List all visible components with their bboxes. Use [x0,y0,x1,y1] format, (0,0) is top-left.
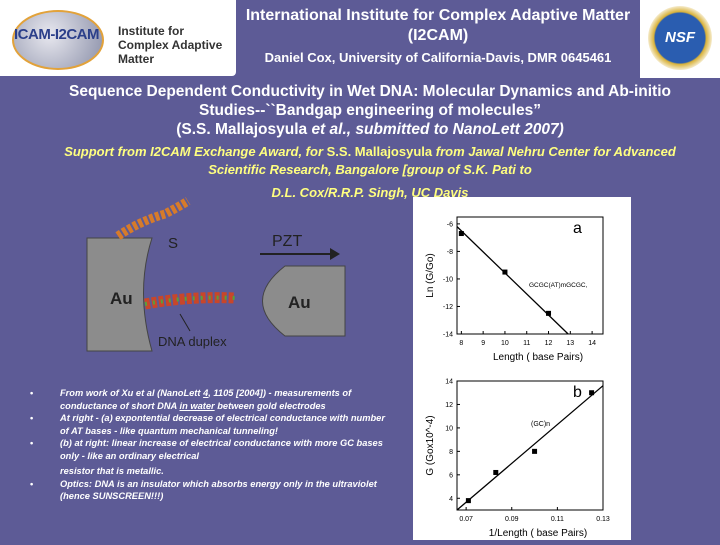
fit-line [456,385,604,511]
left-electrode [86,237,153,352]
bullet-4: Optics: DNA is an insulator which absorb… [30,478,390,503]
bullet-3: (b) at right: linear increase of electri… [30,437,390,462]
data-point [532,448,538,454]
support-c: from Jawal Nehru Center for Advanced Sci… [208,144,676,177]
pzt-label: PZT [272,233,302,250]
y-tick-label: 12 [445,402,453,409]
x-tick-label: 10 [501,340,509,347]
x-axis-label: Length ( base Pairs) [493,352,583,363]
dna-junction-diagram: Au Au PZT S DNA duplex [86,197,346,352]
right-electrode [262,265,346,337]
bullet-list: From work of Xu et al (NanoLett 4, 1105 … [30,387,390,503]
y-tick-label: -10 [443,276,453,283]
title-main: Sequence Dependent Conductivity in Wet D… [69,83,671,119]
support-d: D.L. Cox/R.R.P. Singh, UC Davis [271,185,469,200]
bullet-2: At right - (a) expontential decrease of … [30,412,390,437]
support-text: Support from I2CAM Exchange Award, for S… [40,143,700,207]
globe-icon [12,10,104,70]
left-electrode-label: Au [110,289,133,308]
nsf-seal-icon: NSF [648,6,712,70]
support-name: S.S. Mallajosyula [326,144,433,159]
logo-text: ICAM-I2CAM [14,26,100,43]
data-point [589,390,595,396]
logo-name: Institute for Complex Adaptive Matter [118,24,223,66]
y-tick-label: 8 [449,449,453,456]
dna-strands [115,197,236,310]
dna-duplex-label: DNA duplex [158,334,227,349]
y-tick-label: -12 [443,304,453,311]
bullet-3-cont: resistor that is metallic. [60,466,164,476]
y-tick-label: 6 [449,472,453,479]
x-tick-label: 0.11 [551,516,564,523]
data-point [458,231,464,237]
y-axis-label: Ln (G/Go) [425,253,436,297]
x-tick-label: 14 [588,340,596,347]
nsf-logo: NSF [640,0,720,78]
title-author: (S.S. Mallajosyula [176,121,312,138]
header: International Institute for Complex Adap… [240,6,636,65]
series-annotation: (GC)n [531,421,550,428]
y-axis-label: G (Gox10^-4) [425,415,436,475]
x-axis-label: 1/Length ( base Pairs) [489,528,587,539]
x-tick-label: 13 [566,340,574,347]
charts-svg: 8 9 10 11 12 13 14 -6 -8 -10 -12 -14 Length ( base P… [425,216,610,539]
panel-label: a [573,220,582,237]
x-tick-label: 0.07 [459,516,473,523]
chart-1-frame [456,380,604,511]
x-tick-label: 11 [523,340,530,347]
x-tick-label: 9 [481,340,485,347]
y-tick-label: 10 [445,425,453,432]
slide-title: Sequence Dependent Conductivity in Wet D… [40,82,700,139]
data-point [502,269,508,275]
x-tick-label: 0.13 [596,516,610,523]
series-annotation: GCGC(AT)mGCGC, [529,282,588,289]
header-title: International Institute for Complex Adap… [245,7,631,44]
chart-0-frame [456,216,604,335]
data-point [465,498,471,504]
title-citation: et al., submitted to NanoLett 2007) [311,121,564,138]
x-tick-label: 8 [459,340,463,347]
y-tick-label: 4 [449,496,453,503]
y-tick-label: 14 [445,379,453,386]
fit-line [456,226,569,335]
s-label: S [168,235,178,252]
y-tick-label: -14 [443,332,453,339]
header-subtitle: Daniel Cox, University of California-Dav… [264,50,612,65]
data-point [546,310,552,316]
data-point [493,469,499,475]
y-tick-label: -8 [447,249,453,256]
right-electrode-label: Au [288,293,311,312]
x-tick-label: 12 [545,340,553,347]
x-tick-label: 0.09 [505,516,519,523]
bullet-1: From work of Xu et al (NanoLett 4, 1105 … [30,387,390,412]
y-tick-label: -6 [447,221,453,228]
support-a: Support from I2CAM Exchange Award, for [64,144,327,159]
panel-label: b [573,384,582,401]
icam-logo: ICAM-I2CAM Institute for Complex Adaptiv… [0,0,236,76]
chart-panel: 8 9 10 11 12 13 14 -6 -8 -10 -12 -14 Length ( base P… [413,197,631,540]
